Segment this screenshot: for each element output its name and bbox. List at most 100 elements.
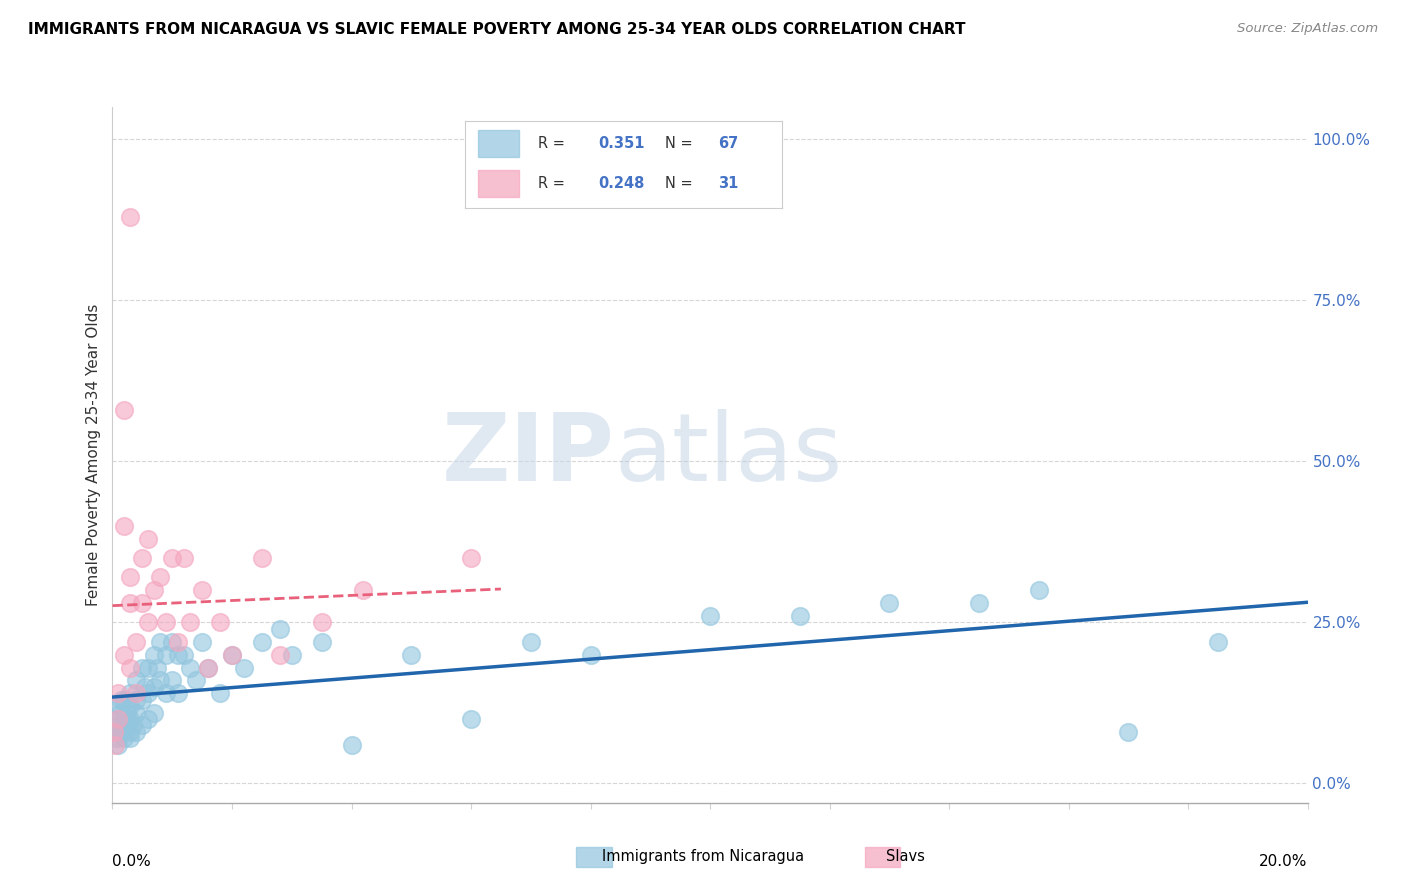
- Point: [1118, 725, 1140, 739]
- Point: [197, 660, 219, 674]
- Point: [311, 634, 333, 648]
- Point: [131, 660, 153, 674]
- Point: [311, 615, 333, 630]
- Point: [114, 402, 135, 417]
- Point: [221, 648, 243, 662]
- Point: [250, 551, 273, 566]
- Point: [114, 692, 135, 706]
- Point: [149, 673, 172, 688]
- Point: [108, 706, 131, 720]
- Point: [143, 680, 166, 694]
- Point: [134, 680, 156, 694]
- Point: [143, 706, 166, 720]
- Point: [131, 718, 153, 732]
- Point: [110, 692, 132, 706]
- Point: [877, 596, 901, 610]
- Point: [191, 583, 214, 598]
- Point: [138, 712, 160, 726]
- Point: [131, 692, 153, 706]
- Point: [125, 706, 148, 720]
- Point: [149, 570, 172, 584]
- Point: [138, 532, 160, 546]
- Point: [162, 551, 183, 566]
- Point: [122, 718, 145, 732]
- Point: [149, 634, 172, 648]
- Point: [520, 634, 543, 648]
- Text: ZIP: ZIP: [441, 409, 614, 501]
- Text: IMMIGRANTS FROM NICARAGUA VS SLAVIC FEMALE POVERTY AMONG 25-34 YEAR OLDS CORRELA: IMMIGRANTS FROM NICARAGUA VS SLAVIC FEMA…: [28, 22, 966, 37]
- Point: [221, 648, 243, 662]
- Point: [107, 686, 129, 700]
- Point: [352, 583, 374, 598]
- Point: [125, 725, 148, 739]
- Point: [155, 615, 177, 630]
- Point: [208, 686, 231, 700]
- Point: [167, 686, 190, 700]
- Point: [460, 551, 482, 566]
- Point: [699, 609, 721, 624]
- Text: atlas: atlas: [614, 409, 842, 501]
- Point: [173, 551, 195, 566]
- Point: [269, 622, 291, 636]
- Point: [117, 706, 139, 720]
- Point: [967, 596, 990, 610]
- Point: [197, 660, 219, 674]
- Point: [105, 731, 128, 746]
- Point: [138, 686, 160, 700]
- Point: [138, 660, 160, 674]
- Point: [131, 596, 153, 610]
- Point: [125, 686, 148, 700]
- Point: [179, 660, 201, 674]
- Text: Slavs: Slavs: [886, 849, 925, 863]
- Point: [146, 660, 169, 674]
- Point: [125, 673, 148, 688]
- Point: [104, 738, 127, 752]
- Point: [579, 648, 602, 662]
- Point: [114, 731, 135, 746]
- Point: [789, 609, 811, 624]
- Point: [103, 725, 125, 739]
- Point: [114, 648, 135, 662]
- Point: [186, 673, 208, 688]
- Point: [191, 634, 214, 648]
- Point: [340, 738, 363, 752]
- Point: [138, 615, 160, 630]
- Point: [167, 634, 190, 648]
- Point: [114, 712, 135, 726]
- Point: [120, 699, 142, 714]
- Point: [120, 570, 142, 584]
- Point: [179, 615, 201, 630]
- Point: [232, 660, 256, 674]
- Point: [120, 210, 142, 224]
- Point: [155, 648, 177, 662]
- Point: [143, 583, 166, 598]
- Point: [120, 596, 142, 610]
- Point: [125, 634, 148, 648]
- Point: [1206, 634, 1229, 648]
- Point: [107, 738, 129, 752]
- Point: [208, 615, 231, 630]
- Point: [120, 660, 142, 674]
- Point: [460, 712, 482, 726]
- Point: [110, 725, 132, 739]
- Point: [107, 699, 129, 714]
- Point: [120, 686, 142, 700]
- Point: [143, 648, 166, 662]
- Point: [155, 686, 177, 700]
- Point: [107, 712, 129, 726]
- Point: [162, 673, 183, 688]
- Point: [103, 725, 125, 739]
- Point: [167, 648, 190, 662]
- Point: [250, 634, 273, 648]
- Point: [120, 731, 142, 746]
- Point: [269, 648, 291, 662]
- Text: Source: ZipAtlas.com: Source: ZipAtlas.com: [1237, 22, 1378, 36]
- Point: [281, 648, 304, 662]
- Point: [107, 718, 129, 732]
- Point: [162, 634, 183, 648]
- Y-axis label: Female Poverty Among 25-34 Year Olds: Female Poverty Among 25-34 Year Olds: [86, 304, 101, 606]
- Point: [1028, 583, 1050, 598]
- Point: [114, 718, 135, 732]
- Point: [120, 712, 142, 726]
- Point: [173, 648, 195, 662]
